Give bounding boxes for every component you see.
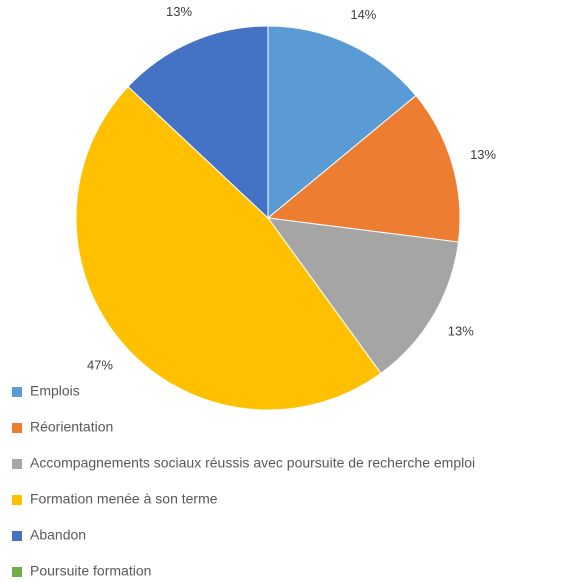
legend-swatch [12, 531, 22, 541]
legend-swatch [12, 495, 22, 505]
pie-slice [266, 94, 461, 243]
legend-swatch [12, 459, 22, 469]
pie-slice [266, 217, 460, 375]
data-label: 13% [470, 147, 496, 162]
data-label: 13% [166, 4, 192, 19]
legend-label: Abandon [30, 527, 86, 543]
pie-slice [267, 25, 417, 220]
data-label: 47% [87, 358, 113, 373]
legend-swatch [12, 387, 22, 397]
pie-slice [75, 85, 382, 411]
data-label: 13% [448, 323, 474, 338]
legend-label: Réorientation [30, 419, 113, 435]
legend-swatch [12, 423, 22, 433]
legend-swatch [12, 567, 22, 577]
legend-label: Poursuite formation [30, 563, 151, 579]
pie-slice [127, 25, 269, 220]
legend-label: Formation menée à son terme [30, 491, 218, 507]
legend-label: Emplois [30, 383, 80, 399]
data-label: 14% [350, 7, 376, 22]
legend-label: Accompagnements sociaux réussis avec pou… [30, 455, 475, 471]
